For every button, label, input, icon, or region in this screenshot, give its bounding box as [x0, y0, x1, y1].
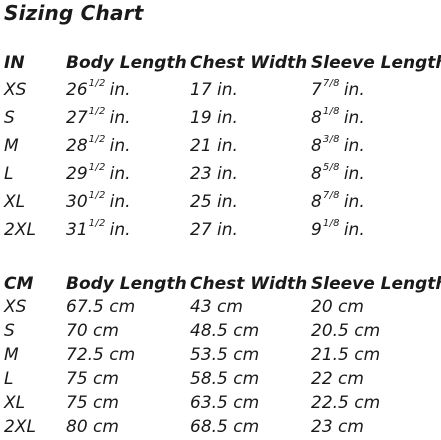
size-label: 2XL: [4, 220, 36, 240]
size-label: S: [4, 108, 15, 128]
sleeve-length-value: 81/8 in.: [311, 106, 365, 129]
size-label: S: [4, 321, 15, 341]
table-row: XL 75 cm 63.5 cm 22.5 cm: [0, 392, 441, 416]
body-length-value: 311/2 in.: [66, 218, 131, 241]
body-length-value: 70 cm: [66, 321, 119, 341]
sleeve-length-value: 22 cm: [311, 369, 364, 389]
header-sleeve-length: Sleeve Length: [311, 53, 441, 73]
chest-width-value: 21 in.: [190, 136, 238, 156]
size-label: XL: [4, 192, 26, 212]
sleeve-length-value: 85/8 in.: [311, 162, 365, 185]
table-row: XS 67.5 cm 43 cm 20 cm: [0, 296, 441, 320]
header-chest-width: Chest Width: [190, 274, 308, 294]
table-row: XS 261/2 in. 17 in. 77/8 in.: [0, 79, 441, 103]
table-row: 2XL 311/2 in. 27 in. 91/8 in.: [0, 219, 441, 243]
sleeve-length-value: 83/8 in.: [311, 134, 365, 157]
size-label: L: [4, 164, 14, 184]
sleeve-length-value: 21.5 cm: [311, 345, 381, 365]
size-label: L: [4, 369, 14, 389]
header-unit: IN: [4, 53, 25, 73]
size-label: M: [4, 136, 19, 156]
body-length-value: 75 cm: [66, 369, 119, 389]
table-row: S 70 cm 48.5 cm 20.5 cm: [0, 320, 441, 344]
sleeve-length-value: 77/8 in.: [311, 78, 365, 101]
chest-width-value: 19 in.: [190, 108, 238, 128]
table-row: XL 301/2 in. 25 in. 87/8 in.: [0, 191, 441, 215]
size-label: XS: [4, 297, 27, 317]
body-length-value: 291/2 in.: [66, 162, 131, 185]
header-sleeve-length: Sleeve Length: [311, 274, 441, 294]
page-title: Sizing Chart: [4, 1, 144, 25]
chest-width-value: 27 in.: [190, 220, 238, 240]
size-label: XS: [4, 80, 27, 100]
body-length-value: 72.5 cm: [66, 345, 136, 365]
header-body-length: Body Length: [66, 53, 187, 73]
table-row: L 291/2 in. 23 in. 85/8 in.: [0, 163, 441, 187]
size-label: M: [4, 345, 19, 365]
body-length-value: 67.5 cm: [66, 297, 136, 317]
chest-width-value: 63.5 cm: [190, 393, 260, 413]
table-row: M 72.5 cm 53.5 cm 21.5 cm: [0, 344, 441, 368]
chest-width-value: 58.5 cm: [190, 369, 260, 389]
size-label: 2XL: [4, 417, 36, 437]
header-chest-width: Chest Width: [190, 53, 308, 73]
table-row: M 281/2 in. 21 in. 83/8 in.: [0, 135, 441, 159]
size-label: XL: [4, 393, 26, 413]
chest-width-value: 68.5 cm: [190, 417, 260, 437]
sleeve-length-value: 87/8 in.: [311, 190, 365, 213]
chest-width-value: 23 in.: [190, 164, 238, 184]
chest-width-value: 48.5 cm: [190, 321, 260, 341]
sleeve-length-value: 20 cm: [311, 297, 364, 317]
body-length-value: 75 cm: [66, 393, 119, 413]
body-length-value: 301/2 in.: [66, 190, 131, 213]
sleeve-length-value: 23 cm: [311, 417, 364, 437]
sleeve-length-value: 20.5 cm: [311, 321, 381, 341]
inches-header-row: IN Body Length Chest Width Sleeve Length: [0, 52, 441, 76]
body-length-value: 281/2 in.: [66, 134, 131, 157]
header-body-length: Body Length: [66, 274, 187, 294]
chest-width-value: 17 in.: [190, 80, 238, 100]
table-row: L 75 cm 58.5 cm 22 cm: [0, 368, 441, 392]
sleeve-length-value: 91/8 in.: [311, 218, 365, 241]
table-row: 2XL 80 cm 68.5 cm 23 cm: [0, 416, 441, 440]
body-length-value: 271/2 in.: [66, 106, 131, 129]
table-row: S 271/2 in. 19 in. 81/8 in.: [0, 107, 441, 131]
header-unit: CM: [4, 274, 34, 294]
body-length-value: 80 cm: [66, 417, 119, 437]
cm-header-row: CM Body Length Chest Width Sleeve Length: [0, 273, 441, 297]
chest-width-value: 25 in.: [190, 192, 238, 212]
sleeve-length-value: 22.5 cm: [311, 393, 381, 413]
chest-width-value: 53.5 cm: [190, 345, 260, 365]
body-length-value: 261/2 in.: [66, 78, 131, 101]
chest-width-value: 43 cm: [190, 297, 243, 317]
